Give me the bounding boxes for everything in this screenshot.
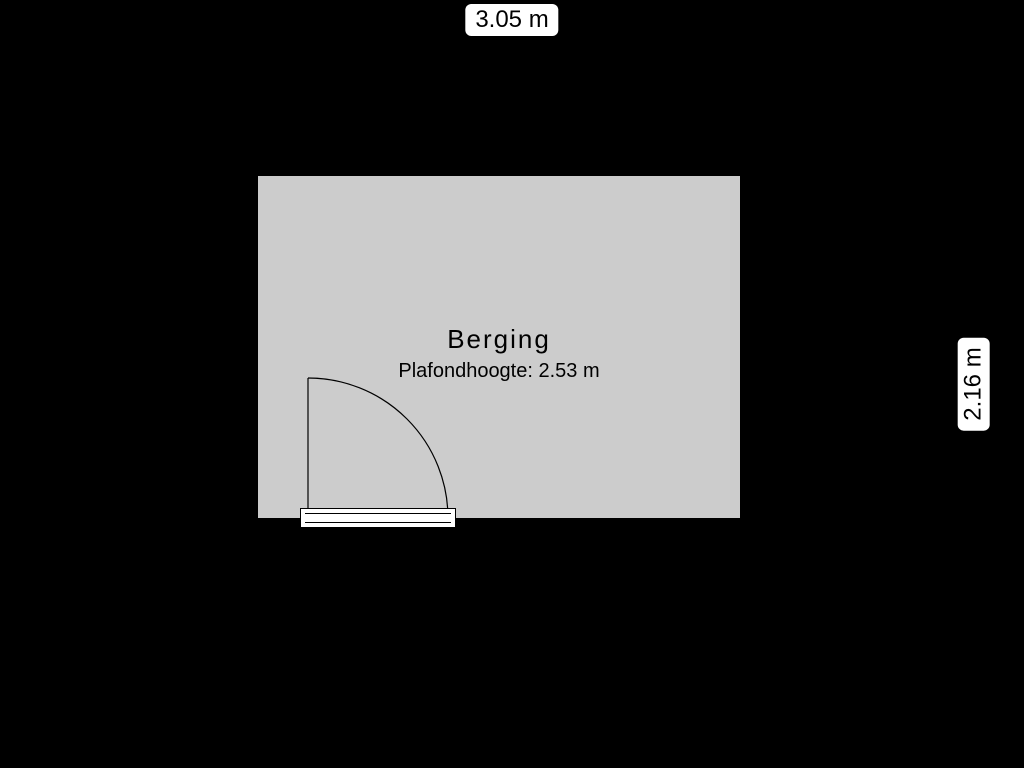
floorplan-canvas: Berging Plafondhoogte: 2.53 m 3.05 m 2.1… [0,0,1024,768]
door-threshold [300,508,456,528]
dimension-width-label: 3.05 m [465,4,558,36]
dimension-height-label: 2.16 m [957,337,989,430]
door-arc-path [308,378,448,518]
door-swing [258,176,740,518]
room-berging: Berging Plafondhoogte: 2.53 m [258,176,740,518]
